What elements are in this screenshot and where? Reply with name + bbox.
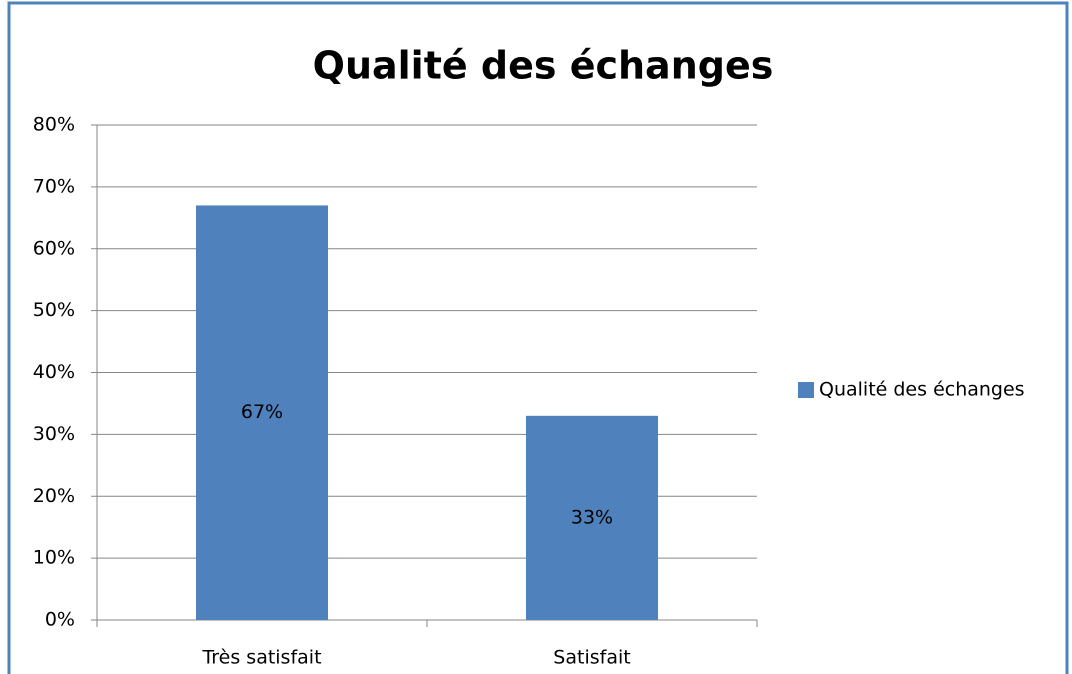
- y-tick-label: 60%: [33, 237, 75, 259]
- y-tick-label: 50%: [33, 299, 75, 321]
- bar: [196, 205, 328, 620]
- y-tick-label: 80%: [33, 114, 75, 136]
- chart-title: Qualité des échanges: [313, 44, 774, 88]
- legend-label: Qualité des échanges: [819, 379, 1025, 401]
- legend-swatch: [798, 382, 814, 398]
- y-tick-label: 20%: [33, 485, 75, 507]
- data-label: 33%: [571, 506, 613, 528]
- y-tick-label: 10%: [33, 547, 75, 569]
- y-tick-label: 30%: [33, 423, 75, 445]
- y-tick-label: 0%: [45, 609, 75, 631]
- y-tick-label: 70%: [33, 175, 75, 197]
- x-tick-label: Satisfait: [553, 647, 630, 669]
- bar: [526, 415, 658, 620]
- data-label: 67%: [241, 401, 283, 423]
- y-tick-label: 40%: [33, 361, 75, 383]
- x-tick-label: Très satisfait: [201, 647, 321, 669]
